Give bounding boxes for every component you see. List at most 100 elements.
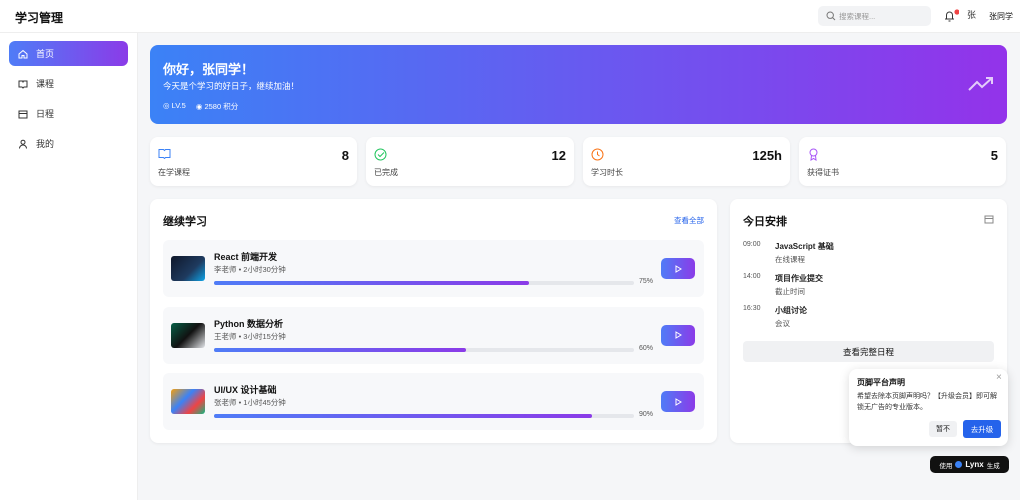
schedule-time: 09:00 (743, 241, 761, 248)
course-title: React 前端开发 (214, 252, 278, 262)
calendar-icon (984, 215, 994, 224)
nav-item[interactable]: 日程 (9, 101, 128, 126)
level-text: LV.5 (171, 101, 186, 110)
home-icon (18, 49, 28, 58)
schedule-title: 小组讨论 (775, 306, 807, 315)
progress-bar (214, 281, 529, 285)
course-item: Python 数据分析 王老师 • 3小时15分钟 60% (163, 306, 704, 364)
schedule-button[interactable]: 查看完整日程 (743, 341, 994, 362)
stat-icon (809, 148, 818, 161)
stat-icon (158, 149, 171, 159)
section-title: 今日安排 (743, 216, 787, 228)
progress-bar (214, 347, 466, 352)
stat-value: 5 (990, 148, 998, 163)
badge-brand: Lynx (965, 460, 984, 469)
progress-track (214, 414, 634, 418)
stat-value: 12 (551, 148, 566, 163)
schedule-title: JavaScript 基础 (775, 242, 834, 251)
stat-icon (591, 148, 604, 161)
stat-value: 125h (752, 148, 782, 163)
course-meta: 李老师 • 2小时30分钟 (214, 265, 286, 274)
play-icon (675, 397, 682, 406)
banner-subtitle: 今天是个学习的好日子，继续加油！ (163, 81, 300, 91)
trend-icon (968, 77, 993, 91)
progress-track (214, 281, 634, 285)
nav-label: 日程 (36, 109, 55, 119)
stat-card: 5 获得证书 (799, 137, 1006, 186)
progress-label: 75% (639, 278, 654, 285)
cancel-button[interactable]: 暂不 (929, 421, 957, 437)
schedule-sub: 在线课程 (775, 255, 805, 264)
progress-track (214, 347, 634, 352)
course-title: UI/UX 设计基础 (214, 385, 277, 395)
header: 学习管理 搜索课程... 张 张同学 (0, 0, 1020, 33)
nav-item[interactable]: 首页 (9, 41, 128, 66)
points-text: 2580 积分 (204, 102, 239, 111)
search-placeholder: 搜索课程... (839, 12, 876, 21)
popup-text: 希望去除本页脚声明吗？【升级会员】即可解锁无广告的专业版本。 (857, 393, 997, 411)
schedule-item: 09:00 JavaScript 基础 在线课程 (743, 241, 993, 267)
app-title: 学习管理 (15, 11, 64, 25)
user-name: 张同学 (989, 12, 1013, 21)
level: ◎ LV.5 (163, 101, 186, 110)
nav-label: 首页 (36, 49, 55, 59)
progress-label: 90% (639, 411, 654, 418)
points: ◉ 2580 积分 (195, 102, 239, 111)
schedule-sub: 截止时间 (775, 287, 805, 296)
progress-bar (214, 414, 592, 418)
search-box[interactable]: 搜索课程... (818, 6, 931, 26)
schedule-sub: 会议 (775, 319, 790, 328)
stat-icon (374, 148, 387, 161)
badge-logo (955, 461, 963, 468)
continue-card: 继续学习 查看全部 React 前端开发 李老师 • 2小时30分钟 75% Pyth… (150, 199, 717, 443)
popup-title: 页脚平台声明 (857, 378, 905, 387)
view-all[interactable]: 查看全部 (674, 216, 704, 225)
course-meta: 王老师 • 3小时15分钟 (214, 331, 286, 341)
nav-item[interactable]: 我的 (9, 131, 128, 156)
course-meta: 张老师 • 1小时45分钟 (214, 398, 286, 407)
stat-value: 8 (341, 148, 349, 163)
stat-label: 获得证书 (807, 168, 839, 177)
play-icon (675, 331, 682, 339)
progress-label: 60% (639, 344, 654, 352)
popup: 页脚平台声明 × 希望去除本页脚声明吗？【升级会员】即可解锁无广告的专业版本。 … (849, 369, 1008, 446)
course-title: Python 数据分析 (214, 318, 283, 329)
user-icon (19, 139, 27, 149)
stat-label: 在学课程 (158, 168, 190, 177)
thumbnail (171, 256, 205, 281)
play-button[interactable] (661, 324, 695, 346)
upgrade-button[interactable]: 去升级 (963, 420, 1001, 438)
schedule-time: 16:30 (743, 305, 761, 312)
section-title: 继续学习 (163, 216, 207, 228)
schedule-item: 14:00 项目作业提交 截止时间 (743, 273, 993, 299)
stat-card: 125h 学习时长 (583, 137, 790, 186)
search-icon (826, 11, 836, 21)
book-icon (18, 80, 28, 89)
badge-prefix: 使用 (939, 462, 953, 470)
banner: 你好，张同学！ 今天是个学习的好日子，继续加油！ ◎ LV.5 ◉ 2580 积… (150, 45, 1007, 124)
thumbnail (171, 322, 205, 348)
play-button[interactable] (661, 391, 695, 412)
banner-title: 你好，张同学！ (163, 62, 255, 77)
stat-card: 8 在学课程 (150, 137, 357, 186)
stat-label: 学习时长 (591, 168, 623, 177)
play-button[interactable] (661, 258, 695, 279)
bell[interactable] (943, 9, 959, 23)
nav-label: 我的 (36, 139, 55, 149)
stat-label: 已完成 (374, 168, 398, 177)
sidebar: 首页 课程 日程 我的 (0, 33, 138, 500)
popup-close[interactable]: × (996, 372, 1002, 383)
schedule-item: 16:30 小组讨论会议 (743, 305, 993, 331)
thumbnail (171, 389, 205, 414)
avatar[interactable]: 张 (967, 10, 977, 20)
stat-card: 12 已完成 (366, 137, 574, 186)
play-icon (675, 264, 682, 273)
calendar-icon (18, 110, 28, 118)
course-item: UI/UX 设计基础 张老师 • 1小时45分钟 90% (163, 373, 704, 430)
badge-suffix: 生成 (986, 462, 1000, 470)
badge[interactable]: 使用 Lynx 生成 (930, 456, 1009, 473)
course-item: React 前端开发 李老师 • 2小时30分钟 75% (163, 240, 704, 297)
nav-item[interactable]: 课程 (9, 71, 128, 96)
nav-label: 课程 (36, 79, 55, 89)
